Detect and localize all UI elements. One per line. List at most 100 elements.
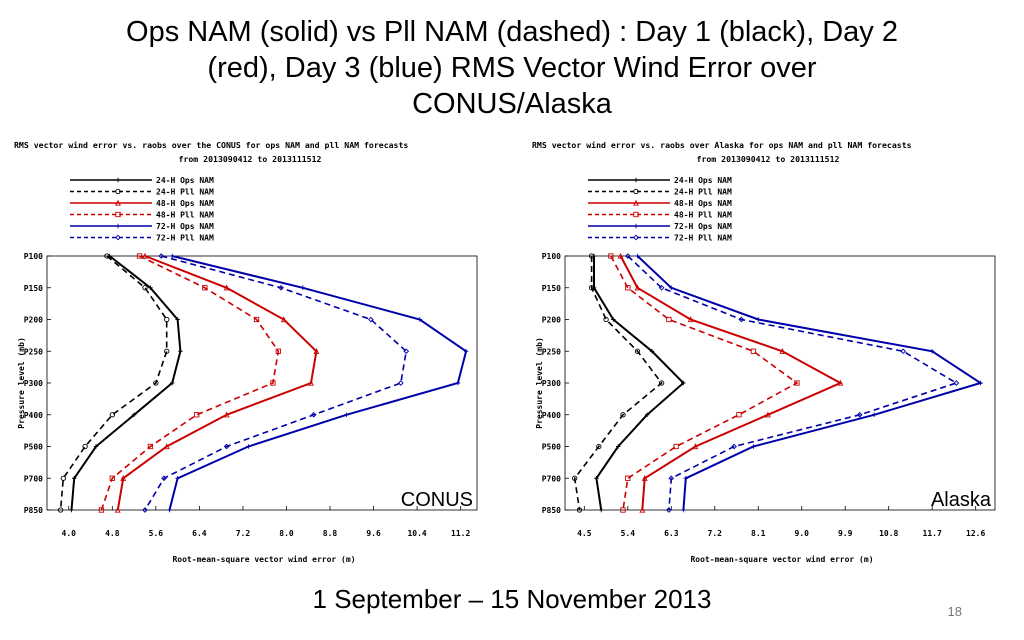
legend-label: 48-H Pll NAM	[156, 211, 214, 220]
data-point	[634, 284, 641, 291]
x-tick-label: 8.8	[323, 529, 338, 538]
data-point	[633, 211, 639, 218]
chart-title: RMS vector wind error vs. raobs over Ala…	[532, 140, 912, 150]
legend-label: 72-H Pll NAM	[674, 234, 732, 243]
data-point	[633, 234, 639, 241]
data-point	[104, 253, 110, 259]
legend-label: 48-H Pll NAM	[674, 211, 732, 220]
legend-label: 24-H Ops NAM	[674, 176, 732, 185]
data-point	[109, 412, 115, 418]
x-tick-label: 9.9	[838, 529, 853, 538]
y-axis-title: Pressure level (mb)	[17, 337, 26, 429]
x-tick-label: 10.8	[879, 529, 898, 538]
legend-entry: 72-H Pll NAM	[588, 234, 732, 243]
data-point	[649, 349, 655, 354]
data-point	[639, 506, 646, 513]
data-point	[178, 349, 183, 354]
data-point	[738, 316, 745, 323]
legend-label: 48-H Ops NAM	[156, 199, 214, 208]
series-line	[619, 255, 843, 511]
series-line	[100, 255, 280, 511]
data-point	[93, 444, 99, 449]
date-range-footer: 1 September – 15 November 2013	[312, 584, 712, 614]
data-point	[114, 506, 121, 513]
data-point	[368, 316, 374, 323]
x-axis-title: Root-mean-square vector wind error (m)	[690, 554, 873, 564]
data-point	[72, 476, 77, 481]
data-point	[588, 253, 595, 259]
legend-entry: 48-H Ops NAM	[70, 199, 214, 208]
data-point	[158, 253, 165, 259]
y-tick-label: P200	[24, 316, 43, 325]
data-point	[280, 316, 287, 323]
data-point	[147, 443, 154, 450]
data-point	[403, 348, 410, 355]
data-point	[572, 475, 578, 481]
y-tick-label: P150	[24, 284, 43, 293]
data-point	[692, 443, 699, 450]
data-point	[308, 379, 314, 386]
data-point	[57, 507, 64, 513]
data-point	[603, 316, 609, 323]
page-number: 18	[947, 604, 962, 619]
series-line	[627, 255, 959, 511]
data-point	[131, 412, 137, 417]
series-line	[144, 255, 408, 511]
data-point	[275, 348, 281, 354]
data-point	[617, 252, 624, 259]
series-line	[59, 255, 168, 511]
data-point	[109, 475, 115, 481]
data-point	[253, 316, 260, 323]
data-point	[634, 348, 641, 354]
slide-title-line: Ops NAM (solid) vs Pll NAM (dashed) : Da…	[126, 16, 898, 48]
data-point	[978, 380, 983, 386]
data-point	[310, 411, 317, 418]
y-tick-label: P850	[542, 506, 561, 515]
data-point	[223, 284, 230, 291]
data-point	[635, 253, 640, 259]
legend-entry: 48-H Ops NAM	[588, 199, 732, 208]
data-point	[669, 285, 674, 290]
series-line	[610, 255, 799, 511]
data-point	[115, 199, 121, 206]
data-point	[202, 285, 208, 291]
data-point	[115, 223, 121, 229]
data-point	[69, 507, 74, 513]
data-point	[153, 380, 159, 386]
data-point	[246, 444, 251, 449]
data-point	[756, 317, 761, 322]
x-tick-label: 8.0	[279, 529, 294, 538]
x-tick-label: 6.4	[192, 529, 207, 538]
legend-entry: 48-H Pll NAM	[588, 211, 732, 220]
data-point	[169, 380, 175, 386]
data-point	[576, 507, 583, 513]
data-point	[668, 475, 675, 482]
x-tick-label: 4.5	[577, 529, 592, 538]
data-point	[588, 285, 595, 291]
data-point	[278, 284, 284, 291]
data-point	[164, 316, 170, 323]
slide-title-line: (red), Day 3 (blue) RMS Vector Wind Erro…	[207, 52, 817, 84]
x-tick-label: 9.6	[366, 529, 381, 538]
y-tick-label: P400	[24, 411, 43, 420]
data-point	[300, 285, 306, 290]
x-tick-label: 4.0	[62, 529, 77, 538]
data-point	[687, 316, 694, 323]
x-tick-label: 4.8	[105, 529, 120, 538]
y-tick-label: P250	[24, 347, 43, 356]
legend-label: 48-H Ops NAM	[674, 199, 732, 208]
data-point	[115, 211, 121, 218]
legend-entry: 48-H Pll NAM	[70, 211, 214, 220]
data-point	[779, 348, 786, 354]
data-point	[615, 444, 621, 449]
plot-frame	[564, 255, 996, 511]
x-tick-label: 7.2	[236, 529, 251, 538]
data-point	[599, 507, 604, 513]
chart-title: RMS vector wind error vs. raobs over the…	[14, 140, 408, 150]
x-tick-label: 8.1	[751, 529, 766, 538]
data-point	[633, 199, 639, 206]
panel-label: CONUS	[401, 489, 473, 511]
data-point	[594, 476, 599, 481]
data-point	[633, 223, 639, 229]
legend-entry: 72-H Pll NAM	[70, 234, 214, 243]
